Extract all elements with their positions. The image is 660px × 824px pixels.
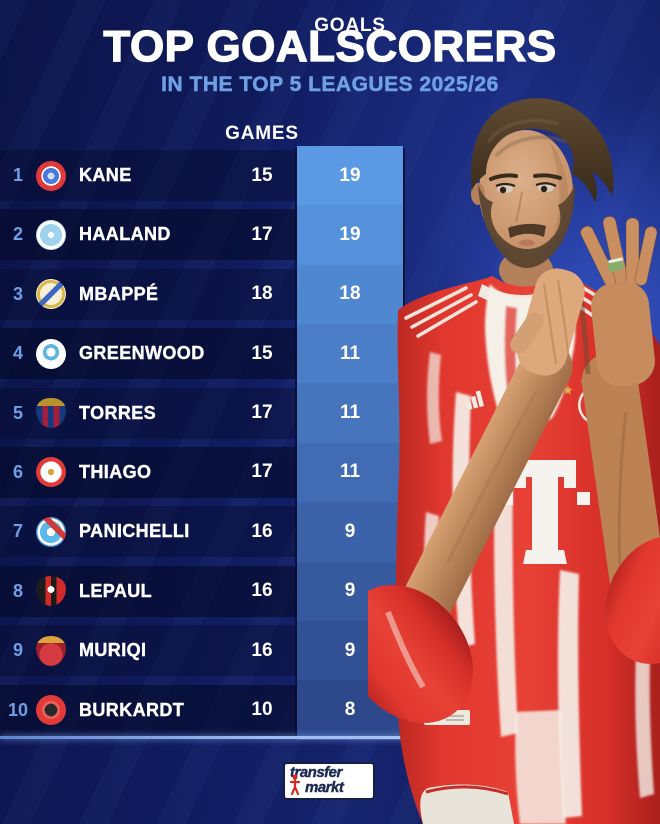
games-value: 16	[251, 520, 273, 542]
player-name: GREENWOOD	[79, 343, 205, 364]
club-badge-bayern-munich-icon	[36, 160, 66, 191]
goalscorer-table: 1 KANE 15 19 2 HAALAND 17 19 3 MBAPPÉ 18…	[0, 145, 404, 744]
goals-value: 19	[297, 145, 403, 206]
games-value: 17	[251, 461, 273, 483]
table-row: 10 BURKARDT 10 8	[0, 680, 404, 740]
rank: 7	[12, 521, 23, 542]
player-name: KANE	[79, 165, 132, 185]
player-name: BURKARDT	[79, 699, 185, 720]
player-name: MBAPPÉ	[79, 283, 159, 304]
rank: 9	[12, 640, 23, 661]
club-badge-marseille-icon	[36, 338, 66, 369]
games-value: 18	[251, 283, 273, 305]
player-name: HAALAND	[79, 224, 171, 245]
rank: 1	[12, 165, 23, 185]
transfermarkt-logo-line1: transfer	[290, 764, 343, 781]
transfermarkt-logo: transfer markt	[283, 762, 375, 800]
games-value: 16	[251, 639, 273, 661]
column-header-goals: GOALS	[314, 14, 386, 36]
table-row: 9 MURIQI 16 9	[0, 620, 404, 681]
player-photo-harry-kane	[368, 98, 660, 824]
games-value: 16	[251, 580, 273, 602]
table-row: 4 GREENWOOD 15 11	[0, 323, 404, 384]
goals-value: 8	[297, 680, 403, 740]
table-row: 1 KANE 15 19	[0, 145, 404, 206]
goals-value: 11	[297, 323, 403, 384]
player-name: LEPAUL	[79, 580, 153, 601]
player-name: TORRES	[79, 402, 157, 423]
club-badge-eintracht-frankfurt-icon	[36, 695, 66, 726]
goals-value: 9	[297, 502, 403, 562]
table-row: 3 MBAPPÉ 18 18	[0, 264, 404, 324]
table-underline	[0, 736, 660, 739]
rank: 3	[12, 283, 23, 304]
table-row: 5 TORRES 17 11	[0, 383, 404, 443]
games-value: 15	[251, 164, 273, 186]
club-badge-real-madrid-icon	[36, 279, 66, 310]
goals-value: 9	[297, 561, 403, 621]
page-title: TOP GOALSCORERS	[103, 21, 557, 71]
goals-value: 18	[297, 264, 403, 324]
club-badge-rennes-icon	[36, 576, 66, 607]
goals-value: 9	[297, 620, 403, 681]
club-badge-strasbourg-icon	[36, 516, 66, 547]
goals-value: 11	[297, 383, 403, 443]
rank: 8	[12, 580, 23, 601]
rank: 10	[7, 699, 29, 720]
games-value: 17	[251, 402, 273, 424]
club-badge-mallorca-icon	[36, 635, 66, 666]
transfermarkt-mascot-icon	[289, 774, 301, 795]
table-row: 7 PANICHELLI 16 9	[0, 502, 404, 562]
player-name: PANICHELLI	[79, 521, 190, 542]
transfermarkt-logo-line2: markt	[305, 779, 344, 796]
rank: 6	[12, 461, 23, 482]
goals-value: 11	[297, 442, 403, 503]
rank: 4	[12, 343, 23, 364]
table-row: 2 HAALAND 17 19	[0, 205, 404, 265]
rank: 5	[12, 402, 23, 423]
page-subtitle: IN THE TOP 5 LEAGUES 2025/26	[161, 73, 499, 97]
player-name: MURIQI	[79, 640, 147, 661]
table-row: 8 LEPAUL 16 9	[0, 561, 404, 621]
club-badge-brentford-icon	[36, 457, 66, 488]
goals-value: 19	[297, 205, 403, 265]
games-value: 10	[251, 699, 273, 721]
table-row: 6 THIAGO 17 11	[0, 442, 404, 503]
rank: 2	[12, 224, 23, 245]
games-value: 17	[251, 223, 273, 245]
club-badge-manchester-city-icon	[36, 219, 66, 250]
column-header-games: GAMES	[225, 123, 299, 144]
games-value: 15	[251, 342, 273, 364]
player-name: THIAGO	[79, 461, 152, 482]
club-badge-barcelona-icon	[36, 398, 66, 429]
